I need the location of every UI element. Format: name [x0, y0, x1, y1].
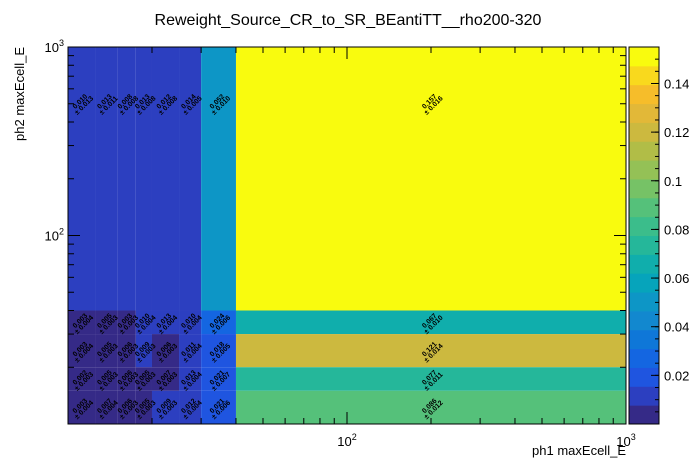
y-tick-label: 103: [45, 38, 64, 55]
colorbar-step: [629, 160, 659, 180]
heatmap-cell: [235, 334, 626, 368]
colorbar: 0.02 0.04 0.06 0.08 0.1 0.12 0.14: [628, 46, 689, 425]
colorbar-step: [629, 367, 659, 387]
heatmap-cell: [135, 310, 152, 335]
colorbar-step: [629, 141, 659, 161]
heatmap-cell: [117, 390, 136, 424]
heatmap-cell: [68, 334, 96, 368]
colorbar-tick-label: 0.02: [664, 368, 689, 383]
heatmap-cell: [68, 390, 96, 424]
colorbar-step: [629, 84, 659, 105]
heatmap-cell: [201, 390, 236, 424]
heatmap-cell: [95, 47, 118, 311]
heatmap-cell: [151, 310, 180, 335]
heatmap-cell: [95, 390, 118, 424]
heatmap-cell: [117, 334, 136, 368]
x-tick-label: 103: [616, 432, 635, 449]
colorbar-step: [629, 47, 659, 67]
heatmap-cell: [235, 47, 626, 311]
colorbar-step: [629, 310, 659, 331]
colorbar-tick-label: 0.12: [664, 125, 689, 140]
heatmap-cell: [117, 47, 136, 311]
heatmap-cell: [135, 334, 152, 368]
colorbar-tick-label: 0.08: [664, 222, 689, 237]
colorbar-tick-label: 0.04: [664, 320, 689, 335]
chart-title: Reweight_Source_CR_to_SR_BEantiTT__rho20…: [155, 12, 542, 29]
heatmap-cell: [179, 310, 202, 335]
colorbar-step: [629, 235, 659, 255]
heatmap-cell: [151, 47, 180, 311]
heatmap-cell: [235, 310, 626, 335]
colorbar-step: [629, 386, 659, 406]
colorbar-tick-label: 0.1: [664, 174, 682, 189]
colorbar-step: [629, 273, 659, 293]
colorbar-frame: [628, 46, 660, 425]
colorbar-step: [629, 103, 659, 123]
heatmap-cell: [95, 334, 118, 368]
heatmap-cell: [179, 390, 202, 424]
colorbar-step: [629, 197, 659, 218]
heatmap-cell: [179, 367, 202, 391]
heatmap-cell: [68, 310, 96, 335]
colorbar-step: [629, 405, 659, 425]
heatmap-cell: [135, 47, 152, 311]
x-tick-label: 102: [337, 432, 356, 449]
y-axis-label: ph2 maxEcell_E: [12, 47, 27, 141]
heatmap-cell: [151, 390, 180, 424]
heatmap-cell: [201, 310, 236, 335]
heatmap-cell: [201, 47, 236, 311]
colorbar-tick-label: 0.14: [664, 76, 689, 91]
heatmap-cell: [95, 367, 118, 391]
heatmap-cell: [201, 334, 236, 368]
heatmap-cell: [179, 47, 202, 311]
heatmap-cell: [135, 390, 152, 424]
heatmap-cell: [117, 310, 136, 335]
colorbar-step: [629, 216, 659, 236]
heatmap-cell: [201, 367, 236, 391]
x-axis-label: ph1 maxEcell_E: [532, 443, 626, 458]
colorbar-step: [629, 178, 659, 199]
colorbar-step: [629, 65, 659, 86]
heatmap-cell: [68, 367, 96, 391]
colorbar-step: [629, 292, 659, 312]
heatmap-cell: [179, 334, 202, 368]
heatmap-cell: [95, 310, 118, 335]
colorbar-step: [629, 348, 659, 368]
colorbar-tick-label: 0.06: [664, 271, 689, 286]
heatmap-cell: [117, 367, 136, 391]
colorbar-step: [629, 254, 659, 274]
heatmap-cell: [151, 367, 180, 391]
colorbar-step: [629, 329, 659, 350]
colorbar-step: [629, 122, 659, 142]
heatmap-cell: [235, 367, 626, 391]
heatmap-cell: [135, 367, 152, 391]
y-tick-label: 102: [45, 227, 64, 244]
heatmap-cell: [151, 334, 180, 368]
